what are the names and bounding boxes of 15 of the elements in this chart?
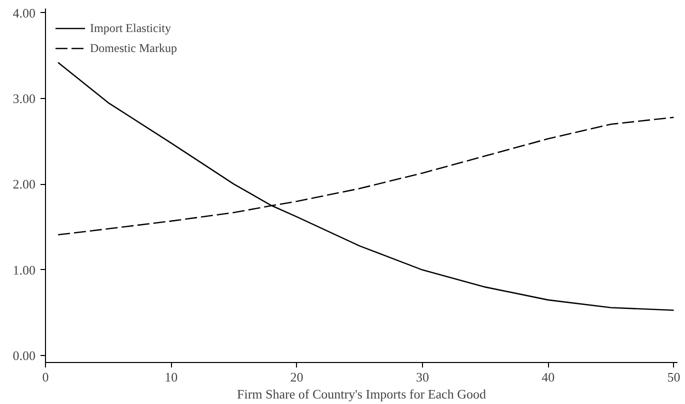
x-tick-label: 30 [416, 370, 429, 384]
x-tick-label: 40 [542, 370, 555, 384]
x-tick-label: 10 [164, 370, 178, 384]
x-axis-title: Firm Share of Country's Imports for Each Good [237, 386, 486, 402]
y-tick-label: 1.00 [12, 262, 36, 278]
y-tick-label: 0.00 [12, 348, 36, 364]
y-tick-label: 3.00 [12, 91, 36, 106]
legend-label: Import Elasticity [90, 20, 171, 36]
y-tick-label: 2.00 [12, 176, 36, 192]
x-tick-label: 20 [290, 370, 304, 384]
x-tick-label: 50 [667, 370, 680, 384]
legend-label: Domestic Markup [90, 40, 177, 56]
x-tick-label: 0 [42, 370, 49, 384]
y-tick-label: 4.00 [12, 5, 36, 20]
line-series [57, 62, 674, 311]
